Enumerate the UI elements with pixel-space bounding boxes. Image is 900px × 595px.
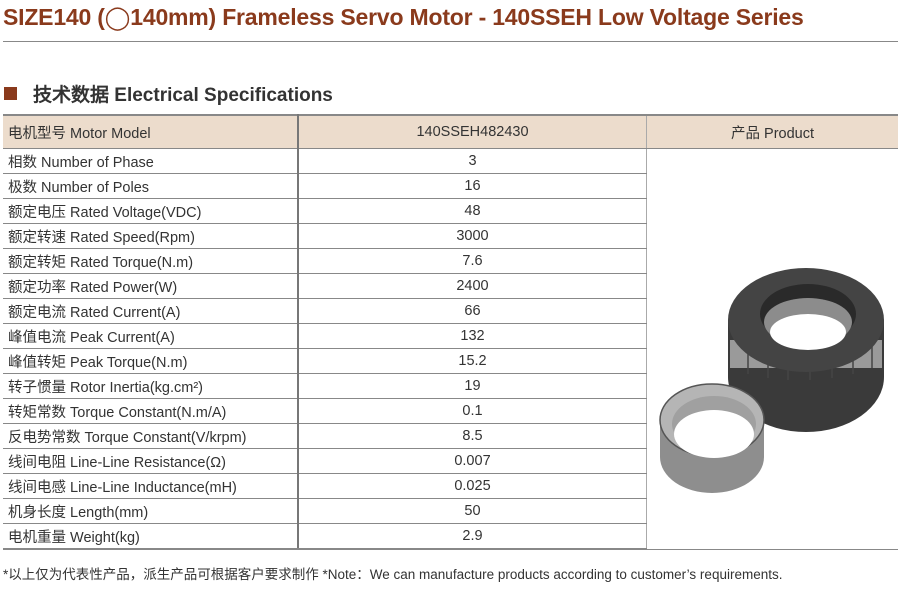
table-row: 额定转矩 Rated Torque(N.m) 7.6	[3, 248, 898, 274]
table-row: 转矩常数 Torque Constant(N.m/A) 0.1	[3, 398, 898, 424]
rotor-ring-image	[658, 383, 765, 493]
spec-label: 转子惯量 Rotor Inertia(kg.cm²)	[3, 373, 299, 399]
spec-label: 额定电流 Rated Current(A)	[3, 298, 299, 324]
spec-value: 0.1	[298, 398, 647, 424]
spec-label: 峰值电流 Peak Current(A)	[3, 323, 299, 349]
spec-value: 48	[298, 198, 647, 224]
spec-value: 3000	[298, 223, 647, 249]
spec-label: 线间电感 Line-Line Inductance(mH)	[3, 473, 299, 499]
spec-value: 2.9	[298, 523, 647, 550]
table-header-row: 电机型号 Motor Model 140SSEH482430 产品 Produc…	[3, 114, 898, 149]
spec-value: 8.5	[298, 423, 647, 449]
spec-label: 转矩常数 Torque Constant(N.m/A)	[3, 398, 299, 424]
spec-label: 额定电压 Rated Voltage(VDC)	[3, 198, 299, 224]
spec-value: 66	[298, 298, 647, 324]
header-product: 产品 Product	[646, 114, 898, 149]
spec-label: 线间电阻 Line-Line Resistance(Ω)	[3, 448, 299, 474]
table-row: 额定电流 Rated Current(A) 66	[3, 298, 898, 324]
spec-value: 16	[298, 173, 647, 199]
spec-label: 峰值转矩 Peak Torque(N.m)	[3, 348, 299, 374]
header-motor-model: 电机型号 Motor Model	[3, 114, 299, 149]
spec-value: 0.025	[298, 473, 647, 499]
table-row: 机身长度 Length(mm) 50	[3, 498, 898, 524]
product-image	[658, 267, 884, 493]
table-row: 额定电压 Rated Voltage(VDC) 48	[3, 198, 898, 224]
spec-value: 19	[298, 373, 647, 399]
table-row: 转子惯量 Rotor Inertia(kg.cm²) 19	[3, 373, 898, 399]
spec-label: 反电势常数 Torque Constant(V/krpm)	[3, 423, 299, 449]
section-title: 技术数据 Electrical Specifications	[33, 85, 333, 106]
spec-label: 额定转矩 Rated Torque(N.m)	[3, 248, 299, 274]
spec-label: 相数 Number of Phase	[3, 148, 299, 174]
title-divider	[3, 41, 898, 42]
product-image-cell	[646, 148, 898, 550]
spec-value: 0.007	[298, 448, 647, 474]
spec-label: 电机重量 Weight(kg)	[3, 523, 299, 550]
stator-ring-image	[727, 267, 884, 432]
table-row: 线间电感 Line-Line Inductance(mH) 0.025	[3, 473, 898, 499]
spec-value: 132	[298, 323, 647, 349]
spec-value: 15.2	[298, 348, 647, 374]
spec-value: 3	[298, 148, 647, 174]
spec-table: 电机型号 Motor Model 140SSEH482430 产品 Produc…	[3, 114, 898, 550]
table-row: 峰值电流 Peak Current(A) 132	[3, 323, 898, 349]
square-bullet-icon	[4, 87, 17, 100]
page-title: SIZE140 (◯140mm) Frameless Servo Motor -…	[3, 4, 804, 30]
table-row: 反电势常数 Torque Constant(V/krpm) 8.5	[3, 423, 898, 449]
spec-label: 机身长度 Length(mm)	[3, 498, 299, 524]
table-row: 额定转速 Rated Speed(Rpm) 3000	[3, 223, 898, 249]
spec-value: 50	[298, 498, 647, 524]
footnote: *以上仅为代表性产品，派生产品可根据客户要求制作 *Note：We can ma…	[3, 567, 783, 582]
table-row: 线间电阻 Line-Line Resistance(Ω) 0.007	[3, 448, 898, 474]
spec-label: 极数 Number of Poles	[3, 173, 299, 199]
table-row: 极数 Number of Poles 16	[3, 173, 898, 199]
table-row: 相数 Number of Phase 3	[3, 148, 898, 550]
spec-label: 额定功率 Rated Power(W)	[3, 273, 299, 299]
spec-label: 额定转速 Rated Speed(Rpm)	[3, 223, 299, 249]
spec-value: 7.6	[298, 248, 647, 274]
section-heading: 技术数据 Electrical Specifications	[4, 80, 333, 107]
table-row: 电机重量 Weight(kg) 2.9	[3, 523, 898, 550]
header-model-number: 140SSEH482430	[298, 114, 647, 149]
spec-value: 2400	[298, 273, 647, 299]
table-row: 峰值转矩 Peak Torque(N.m) 15.2	[3, 348, 898, 374]
